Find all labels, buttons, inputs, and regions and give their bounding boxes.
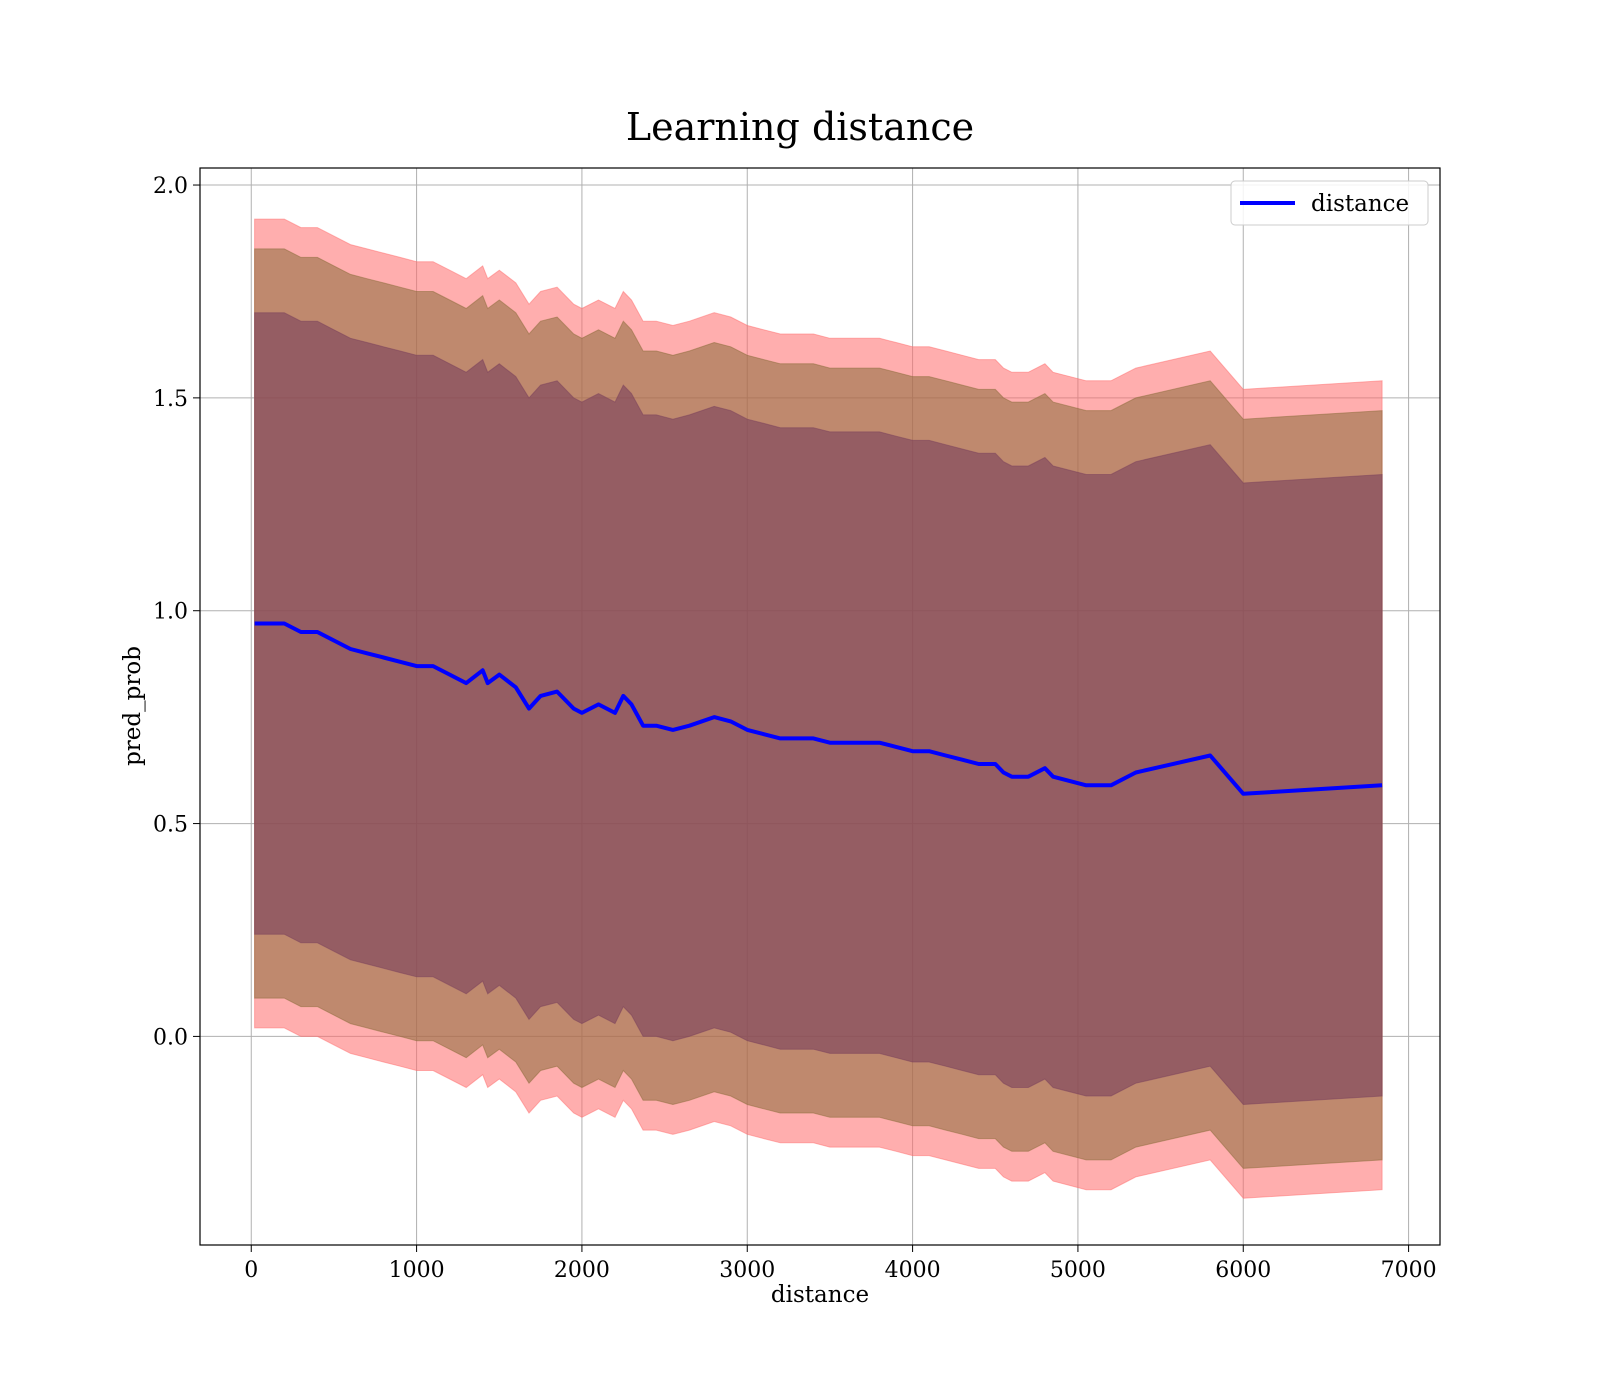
y-tick-label: 1.0 (153, 600, 188, 625)
x-tick-label: 2000 (554, 1258, 610, 1283)
x-tick-label: 6000 (1215, 1258, 1271, 1283)
legend: distance (1230, 180, 1429, 226)
y-tick-label: 0.5 (153, 813, 188, 838)
plot-frame (199, 167, 1441, 1246)
y-tick-label: 0.0 (153, 1025, 188, 1050)
y-axis-title: pred_prob (120, 646, 146, 766)
x-axis-ticks: 0 1000 2000 3000 4000 5000 6000 7000 (244, 1245, 1437, 1283)
x-axis-title: distance (771, 1282, 869, 1308)
series-line-distance (254, 621, 1383, 796)
x-tick-label: 3000 (719, 1258, 775, 1283)
y-tick-label: 1.5 (153, 387, 188, 412)
x-tick-label: 4000 (885, 1258, 941, 1283)
x-tick-label: 1000 (389, 1258, 445, 1283)
legend-label: distance (1311, 191, 1409, 217)
confidence-bands (254, 218, 1383, 1199)
chart-title: Learning distance (626, 105, 974, 149)
legend-box (1230, 180, 1429, 226)
x-tick-label: 0 (244, 1258, 258, 1283)
x-tick-label: 5000 (1050, 1258, 1106, 1283)
series-lines (254, 621, 1383, 796)
band-inner (254, 312, 1383, 1106)
y-axis-ticks: 0.0 0.5 1.0 1.5 2.0 (153, 174, 200, 1050)
y-tick-label: 2.0 (153, 174, 188, 199)
x-tick-label: 7000 (1381, 1258, 1437, 1283)
